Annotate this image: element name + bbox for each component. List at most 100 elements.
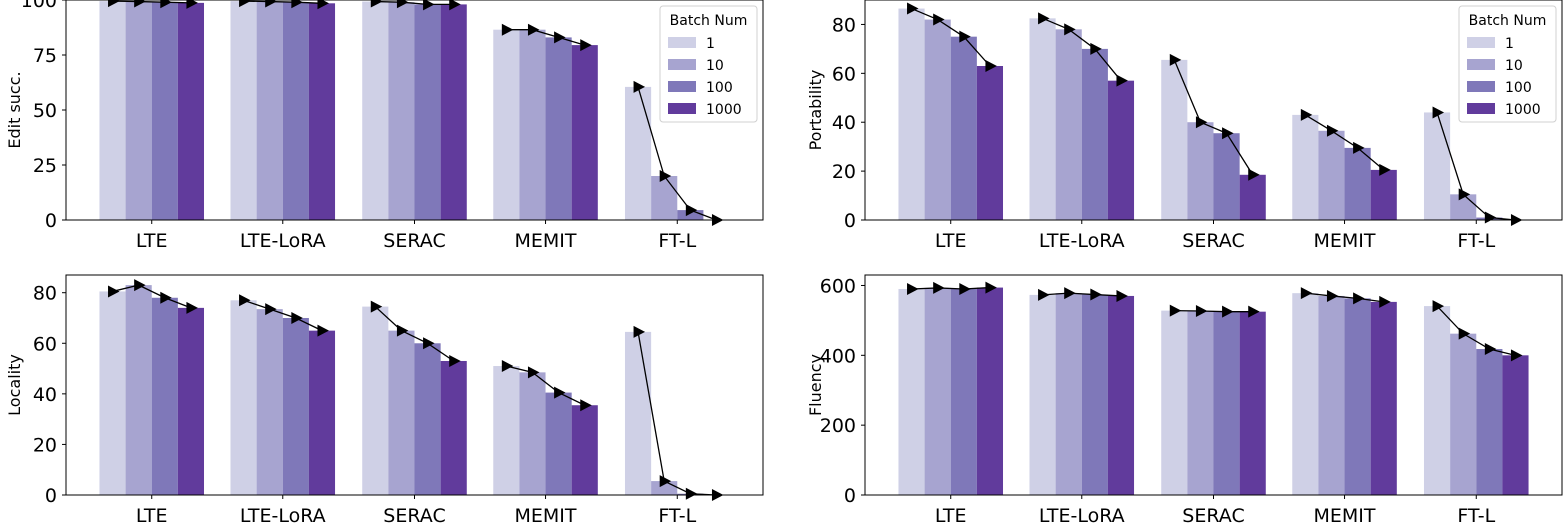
bar-SERAC-1	[362, 1, 389, 221]
y-tick-label-60: 60	[832, 63, 856, 85]
bar-LTE-LoRA-1	[230, 300, 257, 495]
point-FT-L-100	[1484, 343, 1497, 356]
y-tick-label-75: 75	[33, 45, 57, 67]
point-LTE-LoRA-1	[239, 0, 251, 8]
bar-MEMIT-100	[545, 37, 572, 221]
bar-SERAC-100	[1213, 311, 1240, 495]
x-tick-label-FT-L: FT-L	[658, 505, 696, 523]
point-FT-L-10	[1458, 327, 1471, 340]
bar-LTE-LoRA-1	[230, 1, 257, 220]
y-tick-label-25: 25	[33, 155, 57, 177]
bar-LTE-LoRA-1	[1029, 18, 1056, 220]
bar-SERAC-1000	[440, 4, 467, 221]
point-MEMIT-1	[501, 23, 514, 36]
point-LTE-100	[959, 282, 971, 295]
legend-label-100: 100	[1505, 80, 1532, 96]
bar-LTE-1	[898, 8, 925, 221]
point-MEMIT-10	[527, 366, 540, 379]
point-LTE-LoRA-1000	[1116, 74, 1128, 87]
point-SERAC-1000	[449, 0, 461, 11]
point-SERAC-1	[1169, 53, 1182, 66]
y-tick-label-100: 100	[21, 0, 57, 12]
point-MEMIT-100	[554, 31, 566, 44]
legend-label-1000: 1000	[706, 102, 742, 118]
x-tick-label-MEMIT: MEMIT	[515, 230, 577, 252]
point-SERAC-1	[1169, 304, 1182, 317]
point-SERAC-1	[370, 0, 383, 8]
bar-LTE-LoRA-1000	[1107, 295, 1135, 495]
bar-LTE-10	[125, 1, 152, 221]
x-tick-label-LTE: LTE	[935, 230, 967, 252]
point-FT-L-1	[1432, 106, 1445, 119]
point-MEMIT-100	[1353, 141, 1365, 154]
bar-MEMIT-1	[493, 366, 520, 495]
x-tick-label-LTE-LoRA: LTE-LoRA	[240, 230, 326, 252]
trend-line-FT-L	[637, 86, 717, 221]
legend-swatch-100	[1467, 81, 1495, 92]
point-LTE-LoRA-10	[265, 303, 277, 316]
bar-LTE-LoRA-100	[1081, 294, 1108, 495]
legend-swatch-1	[668, 37, 696, 48]
point-LTE-LoRA-100	[291, 0, 303, 9]
bar-FT-L-1	[624, 331, 652, 495]
point-FT-L-1	[633, 80, 646, 93]
subplot-1: 0 25 50 75 100 LTE LTE-LoRA SERAC MEMIT FT-L Edit …	[5, 0, 764, 252]
point-MEMIT-1000	[580, 39, 592, 52]
point-LTE-LoRA-1000	[317, 0, 329, 10]
y-axis-label: Locality	[5, 354, 24, 416]
y-axis-label: Portability	[806, 70, 825, 151]
bar-LTE-LoRA-1000	[1107, 80, 1135, 220]
y-tick-label-20: 20	[832, 161, 856, 183]
point-MEMIT-1	[1300, 287, 1313, 300]
point-LTE-1	[907, 282, 919, 295]
legend-swatch-10	[668, 59, 696, 70]
point-FT-L-100	[685, 204, 698, 217]
bar-FT-L-1000	[1502, 355, 1529, 495]
bar-FT-L-1	[624, 86, 652, 221]
point-LTE-LoRA-100	[1090, 288, 1102, 301]
bar-LTE-LoRA-1	[1029, 294, 1056, 495]
point-FT-L-100	[1484, 211, 1497, 224]
bar-SERAC-100	[1213, 133, 1240, 220]
point-FT-L-1	[1432, 300, 1445, 313]
point-FT-L-1000	[1510, 349, 1523, 362]
point-MEMIT-10	[1326, 124, 1339, 137]
y-tick-label-40: 40	[33, 384, 57, 406]
x-tick-label-SERAC: SERAC	[383, 230, 445, 252]
point-LTE-LoRA-1	[239, 294, 251, 307]
trend-line-SERAC	[375, 0, 454, 6]
point-SERAC-100	[423, 337, 435, 350]
bar-MEMIT-100	[1344, 147, 1371, 220]
trend-line-FT-L	[1436, 112, 1516, 221]
point-LTE-10	[933, 13, 945, 26]
x-tick-label-LTE: LTE	[136, 230, 168, 252]
point-LTE-100	[160, 0, 172, 9]
bar-LTE-1000	[976, 66, 1004, 220]
subplot-3: 0 20 40 60 80 LTE LTE-LoRA SERAC MEMIT FT-L Locali…	[5, 274, 764, 523]
bar-MEMIT-1	[1292, 114, 1319, 220]
legend-box	[659, 5, 758, 123]
trend-line-LTE	[911, 7, 991, 67]
bar-SERAC-1	[362, 306, 389, 495]
bar-SERAC-1000	[1239, 311, 1266, 495]
trend-line-MEMIT	[1305, 292, 1384, 303]
point-LTE-LoRA-10	[265, 0, 277, 8]
point-LTE-1000	[985, 60, 997, 72]
bar-SERAC-1000	[1239, 174, 1266, 220]
legend-swatch-1000	[1467, 103, 1495, 114]
x-tick-label-FT-L: FT-L	[1457, 505, 1495, 523]
x-tick-label-LTE: LTE	[935, 505, 967, 523]
point-LTE-1	[108, 0, 120, 8]
legend: Batch Num 1 10 100 1000	[1458, 5, 1557, 123]
x-tick-label-SERAC: SERAC	[1182, 505, 1244, 523]
bar-MEMIT-10	[1318, 295, 1345, 495]
trend-line-SERAC	[1173, 59, 1254, 176]
subplot-4: 0 200 400 600 LTE LTE-LoRA SERAC MEMIT FT-L Fluen…	[806, 274, 1563, 523]
bar-MEMIT-1	[493, 29, 520, 221]
y-axis-label: Fluency	[806, 354, 825, 416]
legend-label-1000: 1000	[1505, 102, 1541, 118]
point-LTE-LoRA-10	[1064, 287, 1076, 300]
trend-line-MEMIT	[506, 365, 586, 406]
point-SERAC-1000	[449, 354, 461, 367]
bar-LTE-LoRA-1000	[308, 330, 336, 495]
